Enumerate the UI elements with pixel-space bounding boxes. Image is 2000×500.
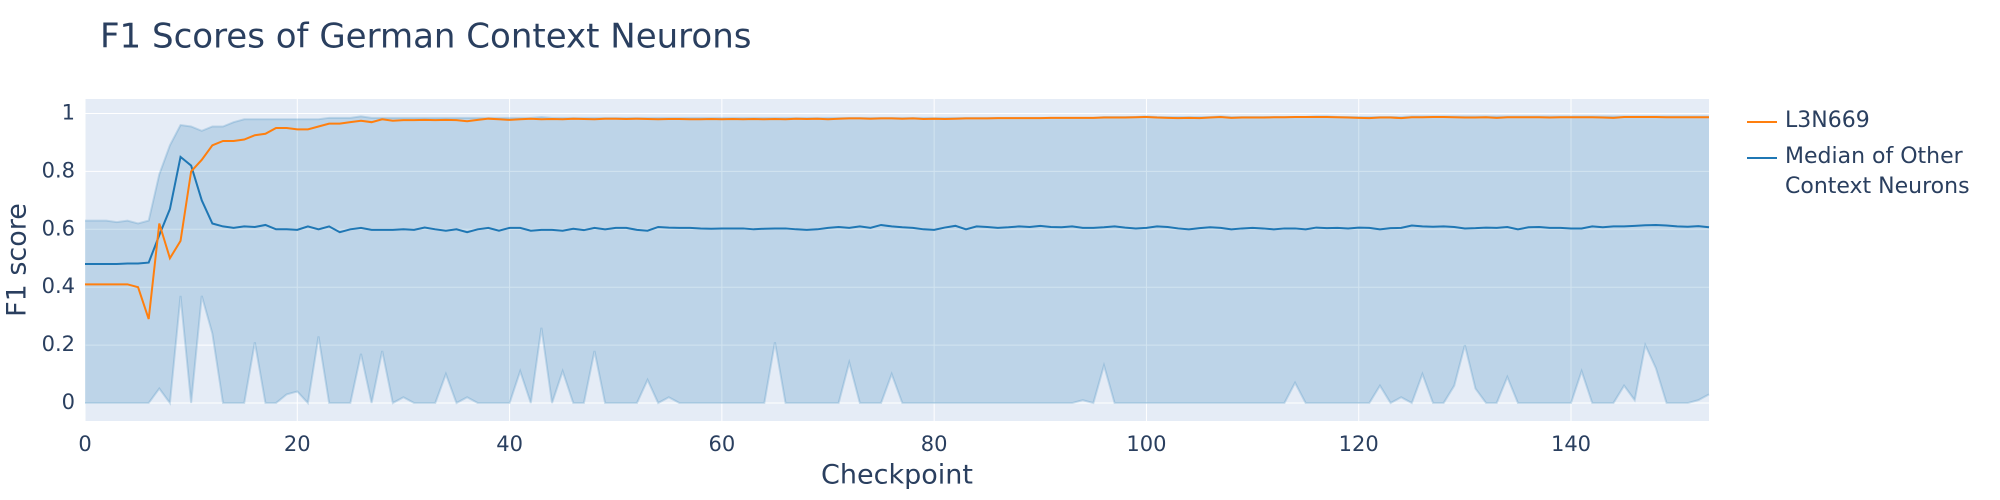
x-axis-title: Checkpoint xyxy=(821,460,973,491)
y-tick-label: 0.8 xyxy=(42,158,75,182)
x-tick-label: 20 xyxy=(284,432,311,456)
legend-label: L3N669 xyxy=(1785,108,1870,133)
band-lower xyxy=(85,295,1710,406)
legend-swatch xyxy=(1747,121,1777,123)
y-tick-label: 1 xyxy=(62,100,75,124)
series-line xyxy=(85,155,1710,266)
series-line xyxy=(85,115,1709,320)
x-tick-label: 100 xyxy=(1126,432,1166,456)
x-tick-label: 80 xyxy=(921,432,948,456)
y-tick-label: 0.6 xyxy=(42,216,75,240)
legend: L3N669 Median of Other Context Neurons xyxy=(1747,106,1997,208)
y-tick-label: 0.2 xyxy=(42,332,75,356)
y-tick-label: 0.4 xyxy=(42,274,75,298)
band-area xyxy=(85,116,1709,404)
y-tick-label: 0 xyxy=(62,390,75,414)
x-tick-label: 40 xyxy=(496,432,523,456)
legend-item[interactable]: Median of Other Context Neurons xyxy=(1747,142,1997,202)
plot-area xyxy=(84,99,1710,421)
legend-swatch xyxy=(1747,157,1777,159)
x-tick-label: 120 xyxy=(1339,432,1379,456)
legend-label: Median of Other Context Neurons xyxy=(1785,144,1970,199)
x-tick-label: 140 xyxy=(1551,432,1591,456)
x-tick-label: 60 xyxy=(708,432,735,456)
legend-item[interactable]: L3N669 xyxy=(1747,106,1997,136)
y-axis-title: F1 score xyxy=(2,203,33,317)
chart-title: F1 Scores of German Context Neurons xyxy=(100,17,751,57)
plot-background xyxy=(85,99,1709,421)
x-tick-label: 0 xyxy=(78,432,91,456)
